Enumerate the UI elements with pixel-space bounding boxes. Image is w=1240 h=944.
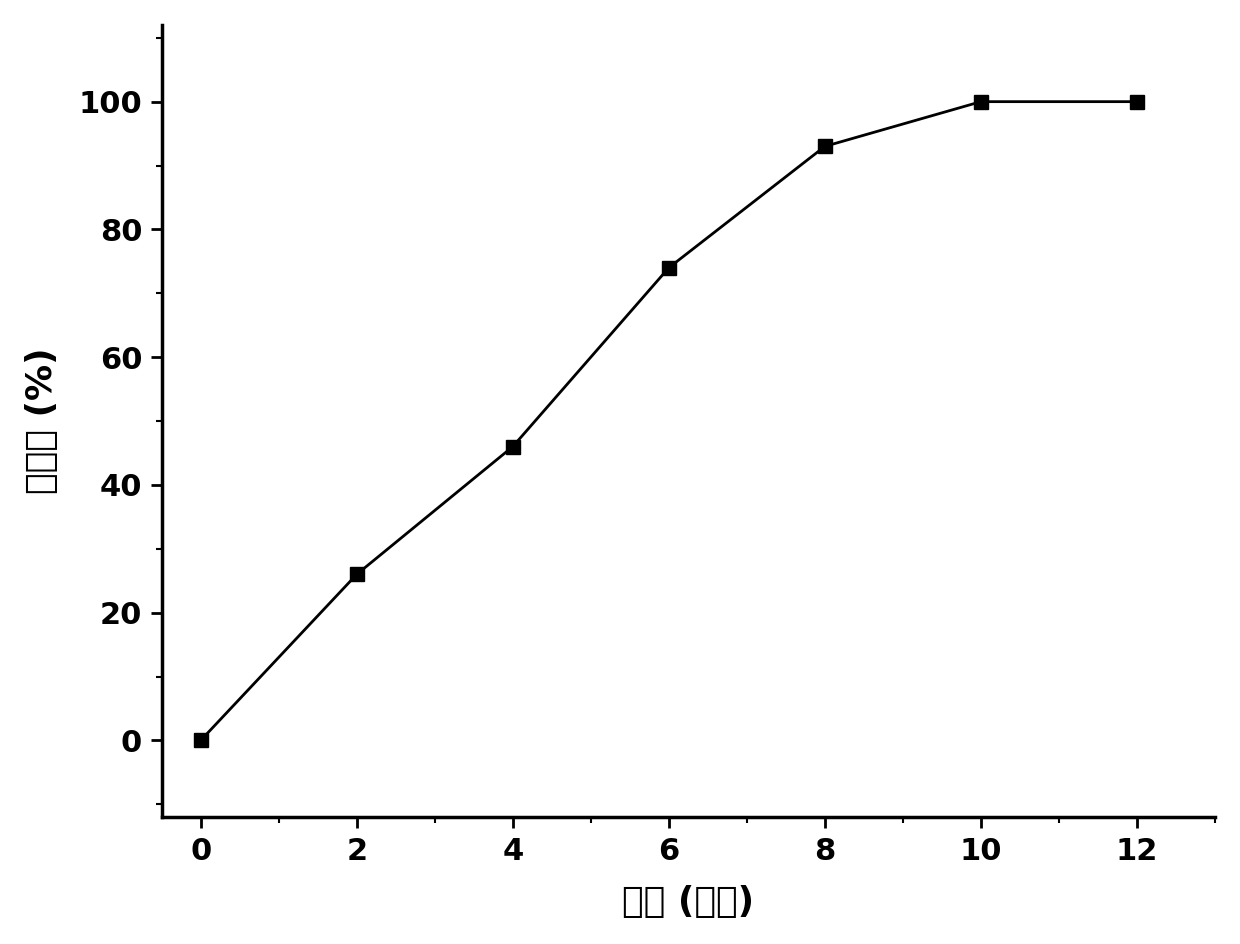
X-axis label: 时间 (小时): 时间 (小时) [622, 885, 754, 919]
Y-axis label: 去除率 (%): 去除率 (%) [25, 347, 60, 495]
